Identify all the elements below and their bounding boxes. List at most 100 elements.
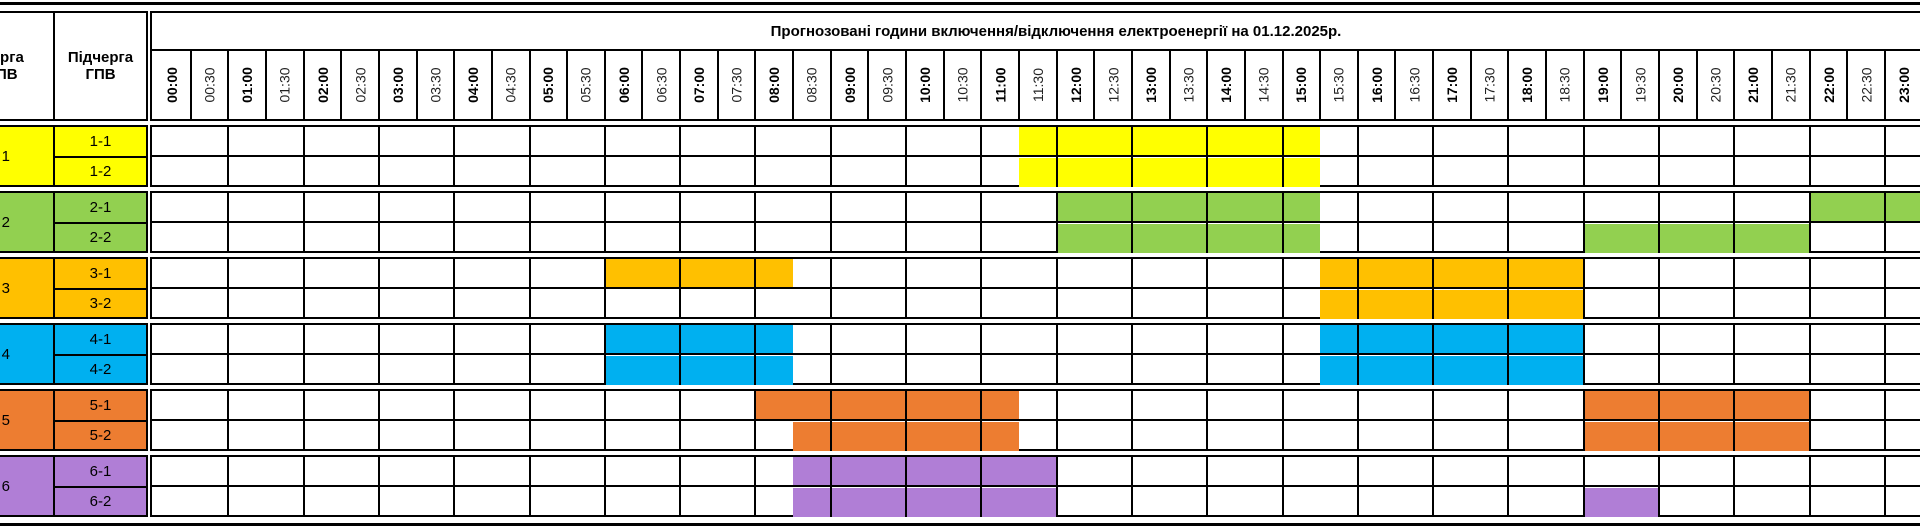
time-slot-label: 20:00	[1669, 67, 1686, 103]
hour-divider	[905, 191, 907, 253]
time-slot-divider	[189, 50, 192, 120]
hour-divider	[1130, 125, 1133, 187]
outage-block	[1809, 193, 1920, 222]
time-slot-header: 03:30	[417, 50, 455, 120]
time-slot-divider	[264, 50, 267, 120]
hour-divider	[453, 125, 456, 187]
hour-divider	[905, 125, 907, 187]
time-slot-header: 19:30	[1621, 50, 1659, 120]
hour-divider	[453, 191, 456, 253]
time-slot-divider	[340, 50, 343, 120]
time-slot-header: 22:30	[1847, 50, 1885, 120]
subrow-divider	[150, 287, 1920, 289]
time-slot-label: 01:00	[239, 67, 256, 103]
time-slot-label: 15:00	[1293, 67, 1310, 103]
queue-cell: 5	[0, 389, 55, 451]
time-slot-label: 21:00	[1745, 67, 1762, 103]
time-slot-header: 13:00	[1132, 50, 1170, 120]
queue-number: 5	[1, 411, 10, 429]
queue-number: 3	[1, 279, 10, 297]
time-slot-header: 04:30	[492, 50, 530, 120]
time-slot-header: 03:00	[379, 50, 417, 120]
time-slot-header: 21:00	[1734, 50, 1772, 120]
hour-divider	[453, 455, 456, 517]
hour-divider	[1432, 191, 1435, 253]
schedule-title: Прогнозовані години включення/відключенн…	[770, 22, 1342, 40]
hour-divider	[1507, 323, 1510, 385]
time-slot-label: 16:30	[1406, 67, 1423, 103]
hour-divider	[980, 323, 983, 385]
time-slot-label: 14:30	[1255, 67, 1272, 103]
time-slot-label: 06:00	[615, 67, 632, 103]
time-slot-header: 15:30	[1320, 50, 1358, 120]
hour-divider	[453, 389, 456, 451]
hour-divider	[1356, 191, 1359, 253]
hour-divider	[1733, 389, 1736, 451]
outage-block	[604, 325, 794, 354]
queue-number: 6	[1, 477, 10, 495]
time-slot-header: 00:30	[191, 50, 229, 120]
hour-divider	[302, 125, 305, 187]
time-slot-label: 14:00	[1218, 67, 1234, 103]
hour-divider	[1658, 389, 1660, 451]
hour-divider	[754, 257, 757, 319]
time-slot-label: 06:30	[653, 67, 670, 103]
time-slot-label: 08:00	[766, 67, 783, 103]
hour-divider	[1808, 455, 1811, 517]
subrow-divider	[150, 155, 1920, 157]
outage-block	[1320, 325, 1584, 354]
hour-divider	[453, 257, 456, 319]
time-slot-divider	[1394, 50, 1397, 120]
time-slot-divider	[792, 50, 795, 120]
time-slot-header: 05:30	[567, 50, 605, 120]
hour-divider	[302, 323, 305, 385]
queue-number: 1	[1, 147, 10, 165]
time-slot-divider	[641, 50, 644, 120]
hour-divider	[679, 257, 682, 319]
hour-divider	[1432, 389, 1435, 451]
outage-block	[1320, 259, 1584, 288]
time-slot-label: 03:00	[389, 67, 406, 103]
outage-block	[1320, 290, 1584, 319]
hour-divider	[1055, 125, 1058, 187]
time-slot-label: 23:00	[1895, 67, 1912, 103]
outage-block	[1583, 391, 1810, 420]
subqueue-cell: 6-1	[53, 455, 148, 488]
hour-divider	[980, 191, 983, 253]
time-slot-label: 16:00	[1368, 67, 1385, 103]
time-slot-label: 10:00	[916, 67, 933, 103]
hour-divider	[1582, 257, 1585, 319]
hour-divider	[1206, 455, 1209, 517]
subqueue-cell: 3-1	[53, 257, 148, 290]
time-slot-header: 08:00	[755, 50, 793, 120]
hour-divider	[1733, 257, 1736, 319]
hour-divider	[1206, 257, 1209, 319]
hour-divider	[227, 389, 230, 451]
hour-divider	[603, 323, 606, 385]
time-slot-divider	[528, 50, 531, 120]
time-slot-divider	[1658, 50, 1660, 120]
time-slot-divider	[1770, 50, 1773, 120]
hour-divider	[603, 389, 606, 451]
hour-divider	[528, 125, 531, 187]
hour-divider	[829, 125, 832, 187]
hour-divider	[905, 455, 907, 517]
time-slot-divider	[1055, 50, 1058, 120]
hour-divider	[377, 191, 380, 253]
outage-block	[1056, 193, 1321, 222]
hour-divider	[905, 389, 907, 451]
queue-cell: 3	[0, 257, 55, 319]
time-slot-header: 16:30	[1395, 50, 1433, 120]
time-slot-divider	[1206, 50, 1209, 120]
time-slot-label: 18:30	[1556, 67, 1573, 103]
hour-divider	[1206, 323, 1209, 385]
subrow-divider	[150, 353, 1920, 355]
time-slot-divider	[490, 50, 493, 120]
hour-divider	[1281, 191, 1284, 253]
hour-divider	[980, 257, 983, 319]
time-slot-label: 07:30	[728, 67, 745, 103]
queue-cell: 4	[0, 323, 55, 385]
time-slot-divider	[603, 50, 606, 120]
time-slot-divider	[1168, 50, 1171, 120]
time-slot-label: 03:30	[427, 67, 444, 103]
